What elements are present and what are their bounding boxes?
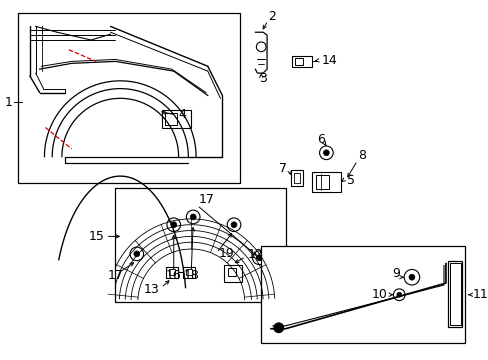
Circle shape bbox=[323, 150, 328, 156]
Circle shape bbox=[256, 255, 262, 261]
Bar bbox=[162, 110, 191, 127]
Text: 7: 7 bbox=[279, 162, 287, 175]
Circle shape bbox=[170, 222, 176, 228]
Bar bbox=[294, 173, 300, 183]
Bar bbox=[183, 266, 195, 278]
Text: 4: 4 bbox=[178, 108, 186, 121]
Circle shape bbox=[393, 289, 404, 301]
Bar bbox=[18, 13, 239, 183]
Circle shape bbox=[403, 269, 419, 285]
Bar bbox=[115, 188, 285, 302]
Text: 16: 16 bbox=[165, 269, 181, 282]
Bar bbox=[165, 266, 177, 278]
Circle shape bbox=[256, 42, 265, 52]
Text: 5: 5 bbox=[346, 174, 354, 186]
Bar bbox=[292, 55, 311, 67]
Text: 1: 1 bbox=[4, 96, 12, 109]
Text: 18: 18 bbox=[183, 269, 199, 282]
Text: 8: 8 bbox=[358, 149, 366, 162]
Circle shape bbox=[134, 251, 140, 257]
Bar bbox=[311, 172, 340, 192]
Bar bbox=[291, 170, 303, 186]
Bar bbox=[315, 175, 328, 189]
Text: 15: 15 bbox=[89, 230, 104, 243]
Circle shape bbox=[130, 247, 143, 261]
Circle shape bbox=[190, 214, 196, 220]
Text: 11: 11 bbox=[472, 288, 488, 301]
Bar bbox=[224, 265, 241, 282]
Text: 17: 17 bbox=[107, 269, 123, 282]
Bar bbox=[168, 269, 174, 275]
Text: 13: 13 bbox=[143, 283, 159, 296]
Circle shape bbox=[227, 218, 240, 231]
Bar bbox=[164, 113, 176, 125]
Bar bbox=[186, 269, 192, 275]
Bar bbox=[449, 263, 460, 325]
Text: 6: 6 bbox=[317, 133, 325, 146]
Text: 10: 10 bbox=[371, 288, 387, 301]
Circle shape bbox=[186, 210, 200, 224]
Circle shape bbox=[166, 218, 180, 231]
Text: 19: 19 bbox=[218, 247, 234, 260]
Circle shape bbox=[396, 292, 401, 297]
Text: 14: 14 bbox=[321, 54, 337, 67]
Text: 12: 12 bbox=[247, 248, 263, 261]
Bar bbox=[228, 269, 236, 276]
Bar bbox=[447, 261, 462, 327]
Circle shape bbox=[408, 274, 414, 280]
Text: 2: 2 bbox=[267, 10, 275, 23]
Text: 3: 3 bbox=[259, 72, 266, 85]
Bar bbox=[295, 58, 303, 65]
Circle shape bbox=[319, 146, 332, 159]
Text: 9: 9 bbox=[391, 267, 400, 280]
Circle shape bbox=[273, 323, 283, 333]
Circle shape bbox=[231, 222, 237, 228]
Text: 17: 17 bbox=[199, 193, 214, 206]
Circle shape bbox=[252, 251, 265, 265]
Bar bbox=[261, 246, 465, 343]
